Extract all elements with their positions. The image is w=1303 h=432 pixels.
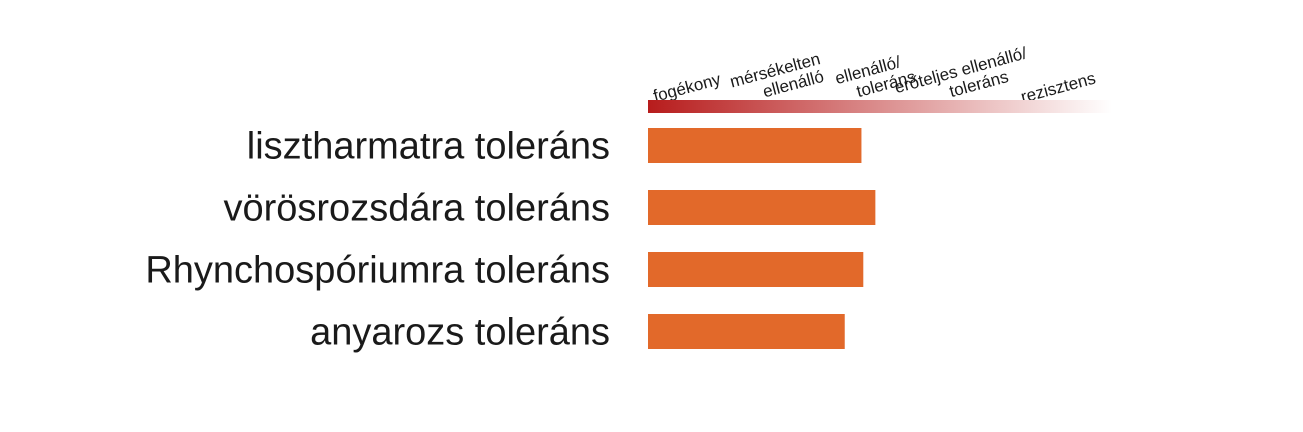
bar — [648, 252, 864, 287]
category-label: Rhynchospóriumra toleráns — [145, 250, 610, 292]
category-labels: lisztharmatra toleráns vörösrozsdára tole… — [145, 126, 610, 354]
scale-label-1: mérsékeltenellenálló — [728, 49, 827, 109]
scale-gradient-bar — [648, 100, 1112, 113]
bar — [648, 128, 862, 163]
category-label: vörösrozsdára toleráns — [223, 188, 610, 230]
bar — [648, 190, 876, 225]
category-label: lisztharmatra toleráns — [247, 126, 610, 168]
category-label: anyarozs toleráns — [310, 312, 610, 354]
bar — [648, 314, 845, 349]
bars — [648, 128, 876, 349]
